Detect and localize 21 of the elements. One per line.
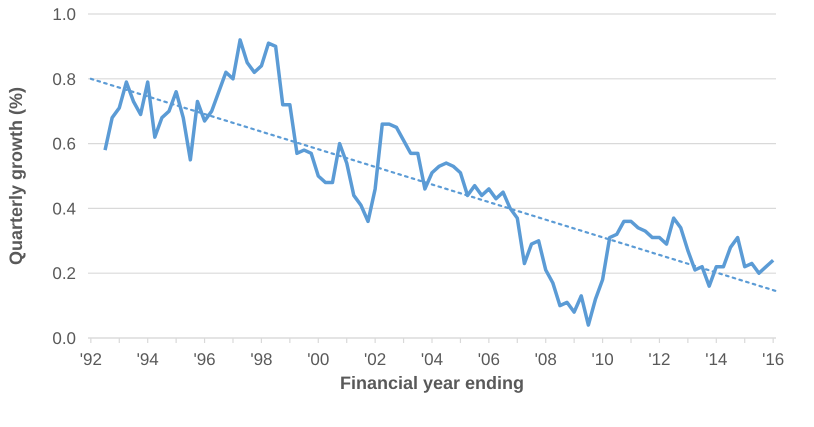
- y-tick-label: 0.4: [52, 199, 76, 218]
- y-tick-label: 0.8: [52, 70, 76, 89]
- x-tick-label: '92: [80, 350, 102, 369]
- x-tick-label: '00: [307, 350, 330, 369]
- x-tick-label: '08: [534, 350, 557, 369]
- x-tick-label: '98: [250, 350, 272, 369]
- y-axis-title: Quarterly growth (%): [6, 86, 26, 266]
- y-tick-label: 1.0: [52, 4, 76, 24]
- y-tick-label: 0.0: [52, 328, 76, 348]
- x-tick-label: '06: [478, 350, 500, 369]
- x-tick-label: '14: [705, 350, 728, 369]
- x-tick-label: '04: [420, 350, 444, 369]
- x-tick-label: '16: [762, 350, 784, 369]
- x-tick-label: '02: [364, 350, 386, 369]
- x-tick-label: '12: [648, 350, 671, 369]
- y-tick-label: 0.2: [52, 264, 76, 284]
- y-tick-label: 0.6: [52, 134, 76, 154]
- x-tick-label: '94: [136, 350, 159, 369]
- x-tick-label: '10: [592, 350, 614, 369]
- x-tick-label: '96: [193, 350, 216, 369]
- x-axis-title: Financial year ending: [340, 373, 524, 393]
